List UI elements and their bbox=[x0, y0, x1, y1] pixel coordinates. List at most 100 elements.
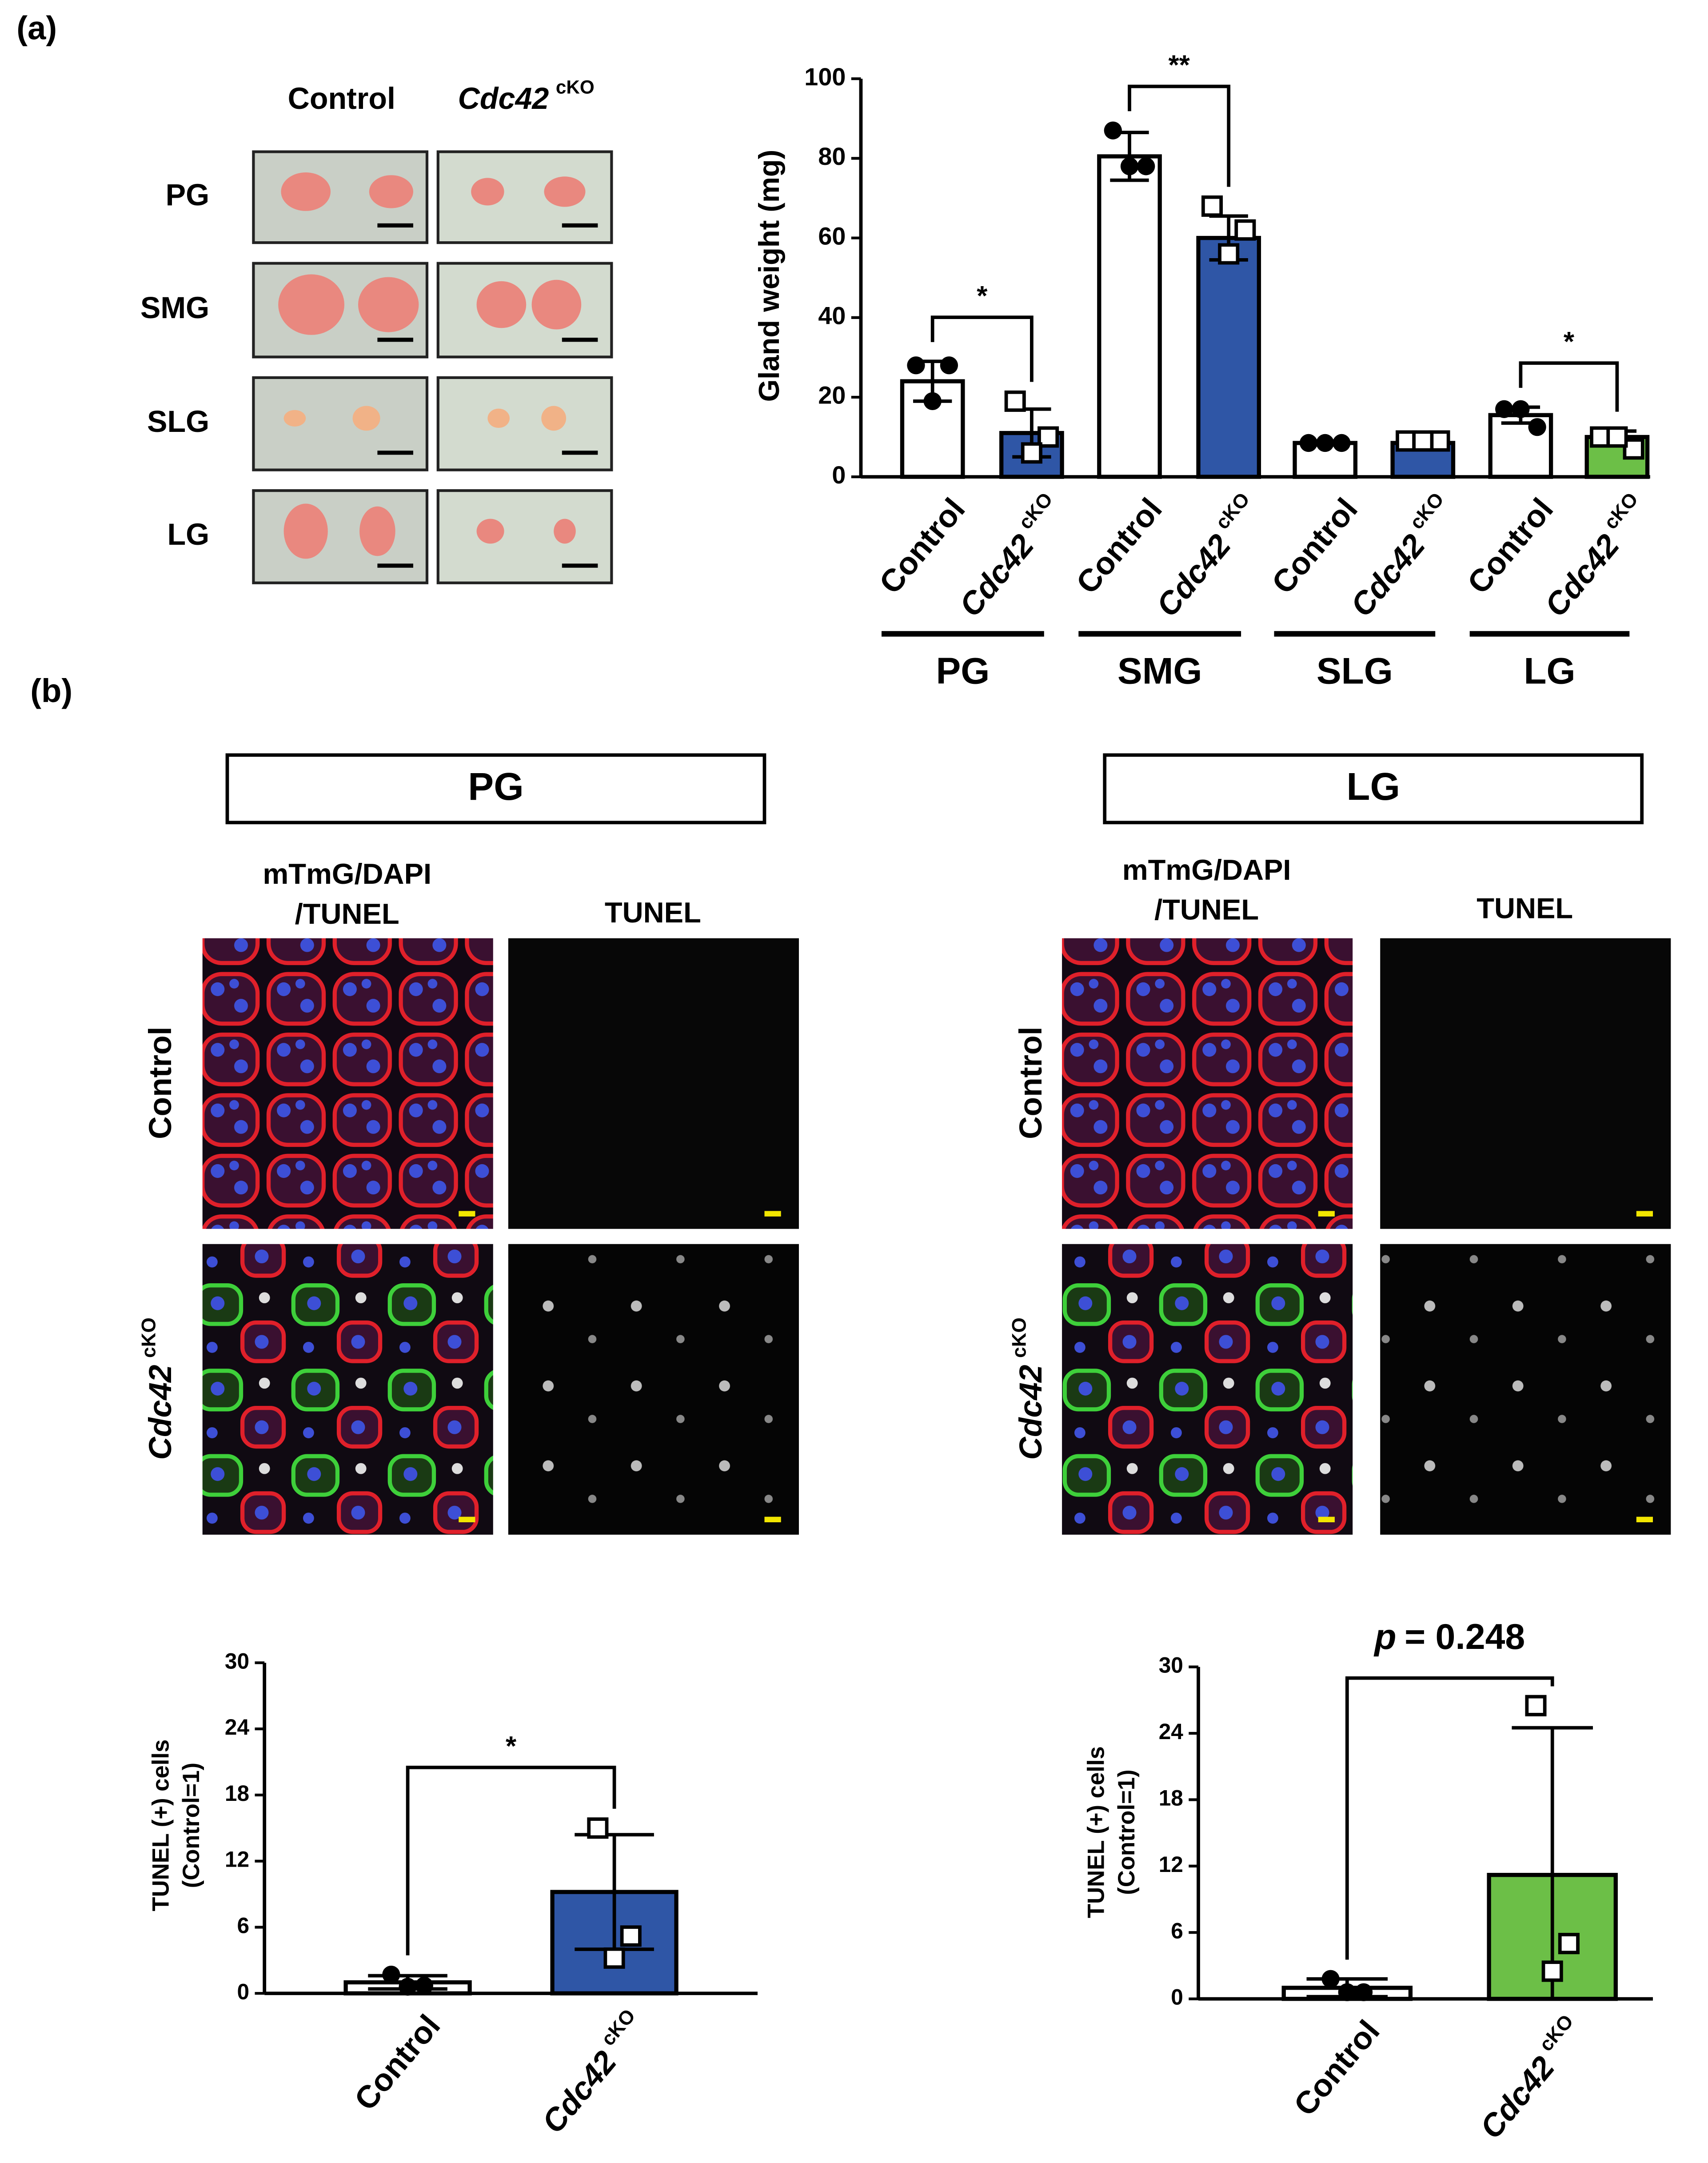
row-label-main: Cdc42 bbox=[1013, 1365, 1049, 1460]
y-tick-label: 100 bbox=[804, 63, 846, 91]
gland-photo bbox=[436, 150, 613, 244]
bar bbox=[1196, 235, 1261, 479]
channel-label: mTmG/DAPI bbox=[1122, 854, 1291, 886]
data-point bbox=[603, 1947, 625, 1969]
channel-label-main: mTmG/DAPI bbox=[1122, 854, 1291, 886]
data-point bbox=[1004, 390, 1026, 412]
scale-bar bbox=[459, 1516, 475, 1522]
y-tick-label: 30 bbox=[225, 1648, 249, 1673]
group-label: SMG bbox=[1117, 650, 1202, 692]
data-point bbox=[1218, 243, 1240, 265]
gland bbox=[471, 178, 504, 206]
y-tick-label: 6 bbox=[1171, 1918, 1183, 1943]
channel-label: /TUNEL bbox=[1154, 894, 1259, 926]
x-tick-label-superscript: cKO bbox=[597, 2005, 639, 2050]
gland bbox=[359, 506, 395, 556]
x-tick-label-main: Cdc42 bbox=[1149, 528, 1238, 623]
y-tick-label: 0 bbox=[1171, 1985, 1183, 2010]
data-point bbox=[1541, 1960, 1563, 1982]
significance-bracket bbox=[406, 1765, 616, 1955]
channel-label: TUNEL bbox=[605, 896, 701, 929]
y-tick-label: 24 bbox=[1159, 1719, 1184, 1744]
x-tick-label-main: Cdc42 bbox=[535, 2044, 623, 2140]
data-point bbox=[1412, 430, 1434, 452]
row-label-main: LG bbox=[167, 518, 209, 551]
group-label: LG bbox=[1524, 650, 1575, 692]
scale-bar bbox=[562, 223, 598, 227]
column-label: Cdc42 cKO bbox=[458, 77, 595, 116]
gland bbox=[487, 408, 510, 428]
x-tick-label: Cdc42cKO bbox=[1469, 2011, 1592, 2146]
data-point bbox=[587, 1817, 609, 1839]
panel-label: (a) bbox=[16, 9, 57, 46]
y-tick-label: 40 bbox=[818, 301, 846, 329]
gland bbox=[544, 176, 586, 207]
data-point bbox=[1021, 442, 1042, 464]
column-label-main: Cdc42 bbox=[458, 82, 549, 116]
data-point bbox=[382, 1965, 400, 1984]
data-point bbox=[415, 1976, 433, 1995]
channel-label: TUNEL bbox=[1477, 892, 1573, 925]
x-tick-label: Control bbox=[1069, 491, 1169, 601]
scale-bar bbox=[1318, 1516, 1335, 1522]
scale-bar bbox=[377, 563, 413, 568]
scale-bar bbox=[459, 1211, 475, 1217]
group-label: PG bbox=[936, 650, 990, 692]
scale-bar bbox=[377, 451, 413, 455]
data-point bbox=[923, 392, 942, 411]
section-box bbox=[1103, 753, 1644, 825]
data-point bbox=[1558, 1933, 1580, 1955]
micrograph bbox=[1062, 938, 1353, 1229]
gland bbox=[283, 410, 306, 427]
row-label: PG bbox=[166, 178, 210, 212]
row-label-main: Control bbox=[1013, 1026, 1049, 1139]
micrograph bbox=[202, 1244, 493, 1535]
micrograph bbox=[1380, 938, 1671, 1229]
gland bbox=[476, 281, 527, 328]
row-label-main: Control bbox=[143, 1026, 178, 1139]
channel-label: mTmG/DAPI bbox=[263, 858, 431, 890]
x-tick-label: Cdc42cKO bbox=[1146, 488, 1268, 623]
y-tick-label: 12 bbox=[225, 1847, 249, 1872]
section-box bbox=[225, 753, 766, 825]
scale-bar bbox=[562, 563, 598, 568]
section-title-main: LG bbox=[1346, 765, 1400, 808]
x-tick-label-main: Control bbox=[347, 2008, 447, 2117]
micrograph bbox=[1380, 1244, 1671, 1535]
significance-label: * bbox=[1564, 327, 1575, 357]
scale-bar bbox=[1636, 1211, 1653, 1217]
significance-bracket bbox=[930, 315, 1034, 382]
scale-bar bbox=[377, 338, 413, 342]
scale-bar bbox=[1318, 1211, 1335, 1217]
y-tick-label: 80 bbox=[818, 142, 846, 170]
micrograph bbox=[202, 938, 493, 1229]
p-value: = 0.248 bbox=[1405, 1617, 1525, 1657]
data-point bbox=[1321, 1970, 1340, 1988]
data-point bbox=[1528, 418, 1546, 436]
gland bbox=[283, 503, 328, 559]
group-label: SLG bbox=[1317, 650, 1393, 692]
row-label: LG bbox=[167, 518, 209, 551]
data-point bbox=[1104, 121, 1122, 140]
x-tick-label-superscript: cKO bbox=[1600, 488, 1642, 533]
section-title: LG bbox=[1346, 765, 1400, 808]
gland bbox=[541, 406, 567, 431]
y-tick-label: 20 bbox=[818, 381, 846, 409]
gland bbox=[352, 406, 380, 431]
gland bbox=[369, 175, 413, 208]
row-label-superscript: cKO bbox=[138, 1317, 160, 1358]
y-tick-label: 18 bbox=[1159, 1785, 1183, 1810]
data-point bbox=[399, 1978, 417, 1996]
row-label: SLG bbox=[147, 405, 209, 439]
data-point bbox=[1495, 400, 1513, 418]
y-axis-label: (Control=1) bbox=[1113, 1769, 1140, 1895]
micrograph bbox=[508, 938, 799, 1229]
gland-photo bbox=[436, 376, 613, 471]
micrograph bbox=[508, 1244, 799, 1535]
x-tick-label-superscript: cKO bbox=[1211, 488, 1254, 533]
row-label-superscript: cKO bbox=[1008, 1317, 1030, 1358]
row-label: Cdc42 cKO bbox=[138, 1317, 178, 1460]
scale-bar bbox=[764, 1211, 781, 1217]
channel-label-main: mTmG/DAPI bbox=[263, 858, 431, 890]
